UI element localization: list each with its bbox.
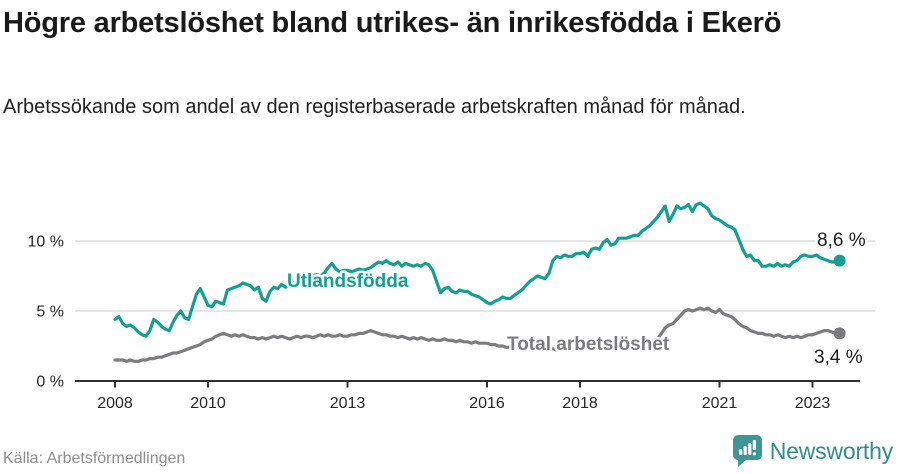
x-tick-label: 2016 (469, 395, 505, 412)
series-line-1 (113, 306, 842, 363)
end-value-label-1: 3,4 % (814, 347, 863, 368)
series-label-0: Utlandsfödda (287, 271, 409, 292)
x-tick-label: 2013 (330, 395, 366, 412)
y-tick-label: 5 % (36, 304, 64, 321)
newsworthy-bubble-chart-icon (732, 435, 762, 467)
x-tick-label: 2010 (190, 395, 226, 412)
chart-title: Högre arbetslöshet bland utrikes- än inr… (3, 7, 782, 39)
series-label-1: Total arbetslöshet (507, 334, 670, 355)
newsworthy-logo[interactable]: Newsworthy (732, 434, 893, 468)
y-tick-label: 0 % (36, 374, 64, 391)
y-tick-label: 10 % (28, 234, 64, 251)
end-value-label-0: 8,6 % (817, 230, 866, 251)
x-tick-label: 2018 (562, 395, 598, 412)
x-tick-label: 2023 (795, 395, 831, 412)
series-line-0 (113, 201, 842, 338)
newsworthy-wordmark: Newsworthy (769, 437, 893, 464)
series-end-dot-0 (833, 254, 846, 267)
x-tick-label: 2008 (97, 395, 133, 412)
source-note: Källa: Arbetsförmedlingen (3, 450, 186, 467)
series-end-dot-1 (833, 327, 846, 340)
x-tick-label: 2021 (702, 395, 738, 412)
chart-subtitle: Arbetssökande som andel av den registerb… (3, 96, 746, 118)
